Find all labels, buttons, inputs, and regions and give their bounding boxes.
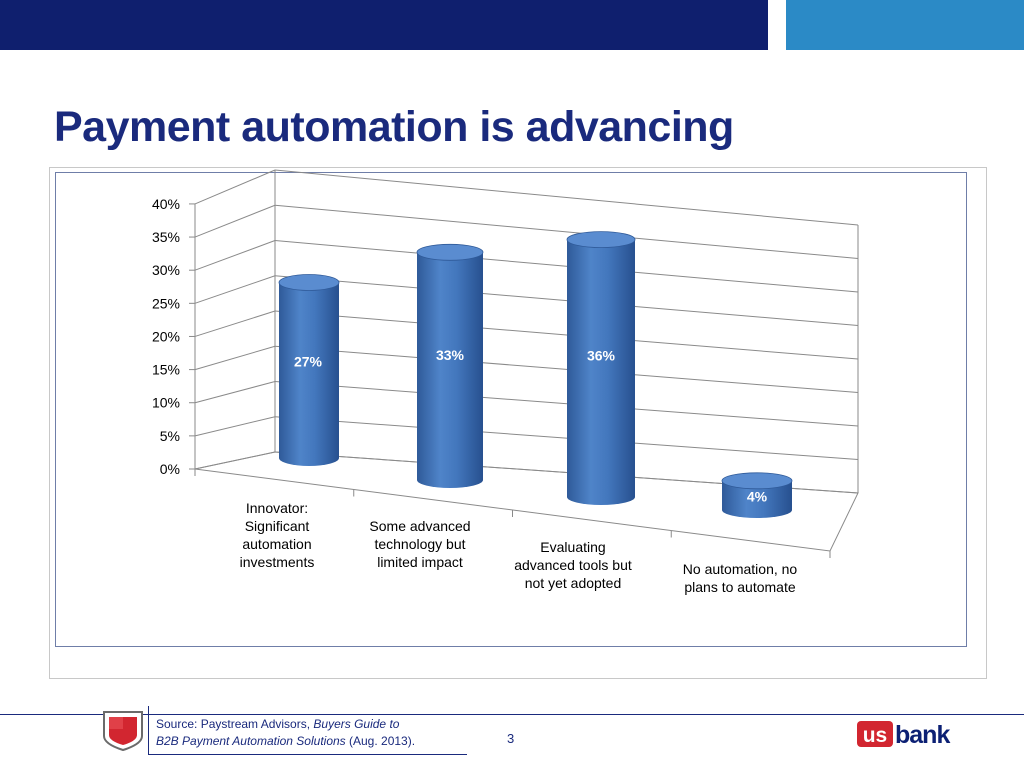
gridline-side-wall (194, 345, 276, 371)
usbank-logo-us: us (863, 724, 888, 747)
x-category-label: No automation, no plans to automate (683, 561, 798, 595)
y-tick-label: 40% (152, 196, 180, 212)
usbank-logo: us bank (857, 721, 951, 749)
gridline-back-wall (274, 381, 859, 427)
y-tick-label: 15% (152, 362, 180, 378)
top-band-light (786, 0, 1024, 50)
data-label: 27% (294, 353, 323, 369)
x-category-label: Some advanced technology but limited impac… (369, 518, 470, 570)
page-number: 3 (507, 731, 515, 746)
gridline-back-wall (274, 345, 859, 393)
y-tick-label: 30% (152, 262, 180, 278)
gridline-back-wall (274, 416, 859, 460)
bar: 27% (278, 274, 340, 466)
source-prefix: Source: Paystream Advisors, (156, 717, 314, 731)
bar-body (567, 239, 635, 505)
source-title-line1: Buyers Guide to (313, 717, 400, 731)
top-band-dark (0, 0, 768, 50)
bar-top (566, 231, 636, 249)
chart-panel (55, 172, 967, 647)
gridline-side-wall (194, 204, 276, 238)
bar-body (417, 252, 483, 488)
bar: 36% (566, 231, 636, 505)
gridline-back-wall (274, 310, 859, 360)
source-citation: Source: Paystream Advisors, Buyers Guide… (156, 716, 415, 750)
footer-rule (0, 714, 1024, 715)
gridline-side-wall (194, 169, 276, 205)
x-category-label: Evaluating advanced tools but not yet adop… (514, 539, 632, 591)
y-tick-label: 20% (152, 328, 180, 344)
source-suffix: (Aug. 2013). (345, 734, 416, 748)
slide-title: Payment automation is advancing (54, 103, 734, 151)
bar: 4% (721, 472, 793, 518)
bar-top (278, 274, 340, 291)
data-label: 33% (436, 347, 465, 363)
y-tick-label: 10% (152, 395, 180, 411)
x-axis-category-labels: Innovator: Significant automation investmen… (240, 500, 798, 595)
footer-source-box (148, 706, 467, 755)
gridline-back-wall (274, 204, 859, 259)
shield-logo-icon (103, 711, 143, 752)
x-category-label: Innovator: Significant automation investmen… (240, 500, 315, 570)
y-tick-label: 0% (160, 461, 180, 477)
gridline-side-wall (194, 310, 276, 337)
gridline-side-wall (194, 381, 276, 404)
source-title-line2: B2B Payment Automation Solutions (156, 734, 346, 748)
data-label: 4% (747, 488, 768, 504)
bar-body (722, 480, 792, 518)
data-label: 36% (587, 347, 616, 363)
chart-outer-frame (49, 167, 987, 679)
gridline-side-wall (194, 240, 276, 271)
chart-floor (194, 451, 859, 552)
gridline-side-wall (194, 275, 276, 304)
bar-top (416, 243, 484, 261)
bar-top (721, 472, 793, 490)
bar: 33% (416, 243, 484, 488)
usbank-logo-shield-icon (857, 721, 893, 747)
gridline-back-wall (274, 240, 859, 293)
gridline-back-wall (274, 169, 859, 226)
y-tick-label: 5% (160, 428, 180, 444)
chart-axes (189, 170, 859, 558)
gridline-back-wall (274, 275, 859, 326)
gridline-side-wall (194, 416, 276, 437)
y-axis-tick-labels: 0% 5% 10% 15% 20% 25% 30% 35% 40% (152, 196, 180, 477)
y-tick-label: 35% (152, 229, 180, 245)
y-tick-label: 25% (152, 295, 180, 311)
chart-bars: 27% 33% 36% 4% (278, 231, 793, 518)
bar-body (279, 282, 339, 466)
usbank-logo-bank: bank (895, 721, 950, 749)
